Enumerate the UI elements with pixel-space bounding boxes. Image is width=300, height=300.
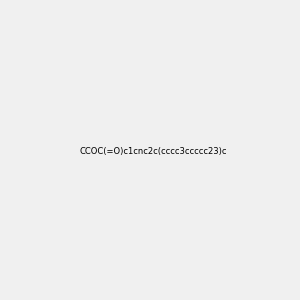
Text: CCOC(=O)c1cnc2c(cccc3ccccc23)c: CCOC(=O)c1cnc2c(cccc3ccccc23)c	[80, 147, 227, 156]
